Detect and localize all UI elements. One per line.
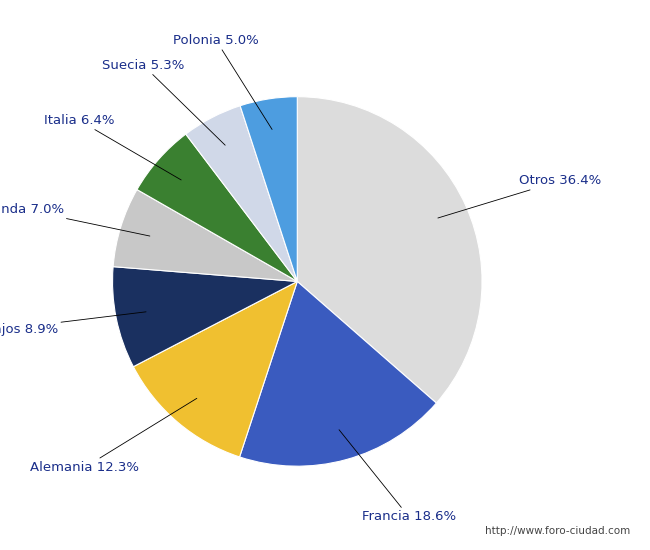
Wedge shape (112, 267, 297, 367)
Text: Alemania 12.3%: Alemania 12.3% (31, 398, 197, 474)
Wedge shape (240, 97, 297, 282)
Wedge shape (240, 282, 436, 466)
Text: L'Aldea - Turistas extranjeros según país - Abril de 2024: L'Aldea - Turistas extranjeros según paí… (120, 13, 530, 29)
Text: Francia 18.6%: Francia 18.6% (339, 430, 456, 523)
Text: Italia 6.4%: Italia 6.4% (44, 114, 181, 180)
Text: Suecia 5.3%: Suecia 5.3% (102, 59, 225, 145)
Wedge shape (113, 190, 297, 282)
Wedge shape (133, 282, 297, 457)
Wedge shape (137, 134, 297, 282)
Text: http://www.foro-ciudad.com: http://www.foro-ciudad.com (486, 526, 630, 536)
Text: Polonia 5.0%: Polonia 5.0% (174, 34, 272, 129)
Text: Otros 36.4%: Otros 36.4% (438, 174, 602, 218)
Wedge shape (297, 97, 482, 403)
Text: Irlanda 7.0%: Irlanda 7.0% (0, 203, 150, 236)
Wedge shape (186, 106, 297, 282)
Text: Países Bajos 8.9%: Países Bajos 8.9% (0, 312, 146, 336)
